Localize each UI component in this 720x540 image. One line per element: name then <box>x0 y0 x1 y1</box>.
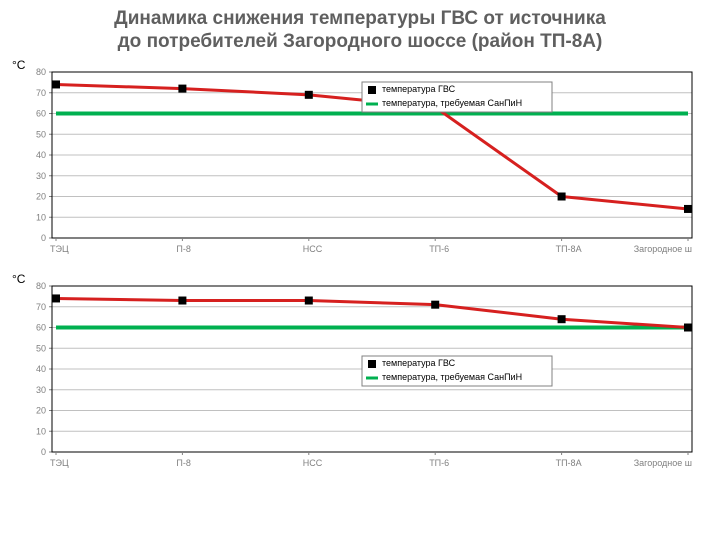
page-title: Динамика снижения температуры ГВС от ист… <box>12 8 708 54</box>
svg-text:ТП-6: ТП-6 <box>429 244 449 254</box>
svg-text:температура ГВС: температура ГВС <box>382 84 456 94</box>
svg-text:30: 30 <box>36 170 46 180</box>
svg-text:70: 70 <box>36 87 46 97</box>
svg-text:60: 60 <box>36 322 46 332</box>
svg-text:10: 10 <box>36 212 46 222</box>
svg-text:температура, требуемая СанПиН: температура, требуемая СанПиН <box>382 372 522 382</box>
svg-text:70: 70 <box>36 301 46 311</box>
svg-text:Загородное ш: Загородное ш <box>634 244 692 254</box>
chart-1-block: °С 01020304050607080ТЭЦП-8НССТП-6ТП-8АЗа… <box>12 64 708 264</box>
svg-text:П-8: П-8 <box>176 244 190 254</box>
svg-text:30: 30 <box>36 384 46 394</box>
svg-text:НСС: НСС <box>303 244 323 254</box>
svg-text:20: 20 <box>36 191 46 201</box>
svg-text:НСС: НСС <box>303 458 323 468</box>
chart-1: 0 10 20 30 40 50 60 70 80 ТЭЦ П-8 НСС ТП-6 ТП-8А Загор… <box>12 64 696 264</box>
chart-2-ylabel: °С <box>12 272 25 286</box>
svg-text:20: 20 <box>36 405 46 415</box>
chart-2-block: °С 01020304050607080ТЭЦП-8НССТП-6ТП-8АЗа… <box>12 278 708 478</box>
svg-text:температура ГВС: температура ГВС <box>382 358 456 368</box>
svg-text:Загородное ш: Загородное ш <box>634 458 692 468</box>
chart-1-ylabel: °С <box>12 58 25 72</box>
svg-text:0: 0 <box>41 233 46 243</box>
svg-text:40: 40 <box>36 150 46 160</box>
svg-text:40: 40 <box>36 364 46 374</box>
svg-text:80: 80 <box>36 67 46 77</box>
svg-text:температура, требуемая СанПиН: температура, требуемая СанПиН <box>382 98 522 108</box>
chart-2: 0 10 20 30 40 50 60 70 80 ТЭЦ П-8 НСС ТП-6 ТП-8А Загор… <box>12 278 696 478</box>
svg-text:50: 50 <box>36 343 46 353</box>
svg-text:80: 80 <box>36 281 46 291</box>
svg-text:0: 0 <box>41 447 46 457</box>
svg-text:60: 60 <box>36 108 46 118</box>
svg-text:10: 10 <box>36 426 46 436</box>
svg-text:ТП-6: ТП-6 <box>429 458 449 468</box>
svg-text:ТП-8А: ТП-8А <box>556 458 582 468</box>
svg-text:50: 50 <box>36 129 46 139</box>
svg-text:ТЭЦ: ТЭЦ <box>50 458 69 468</box>
svg-text:ТП-8А: ТП-8А <box>556 244 582 254</box>
svg-text:П-8: П-8 <box>176 458 190 468</box>
svg-text:ТЭЦ: ТЭЦ <box>50 244 69 254</box>
